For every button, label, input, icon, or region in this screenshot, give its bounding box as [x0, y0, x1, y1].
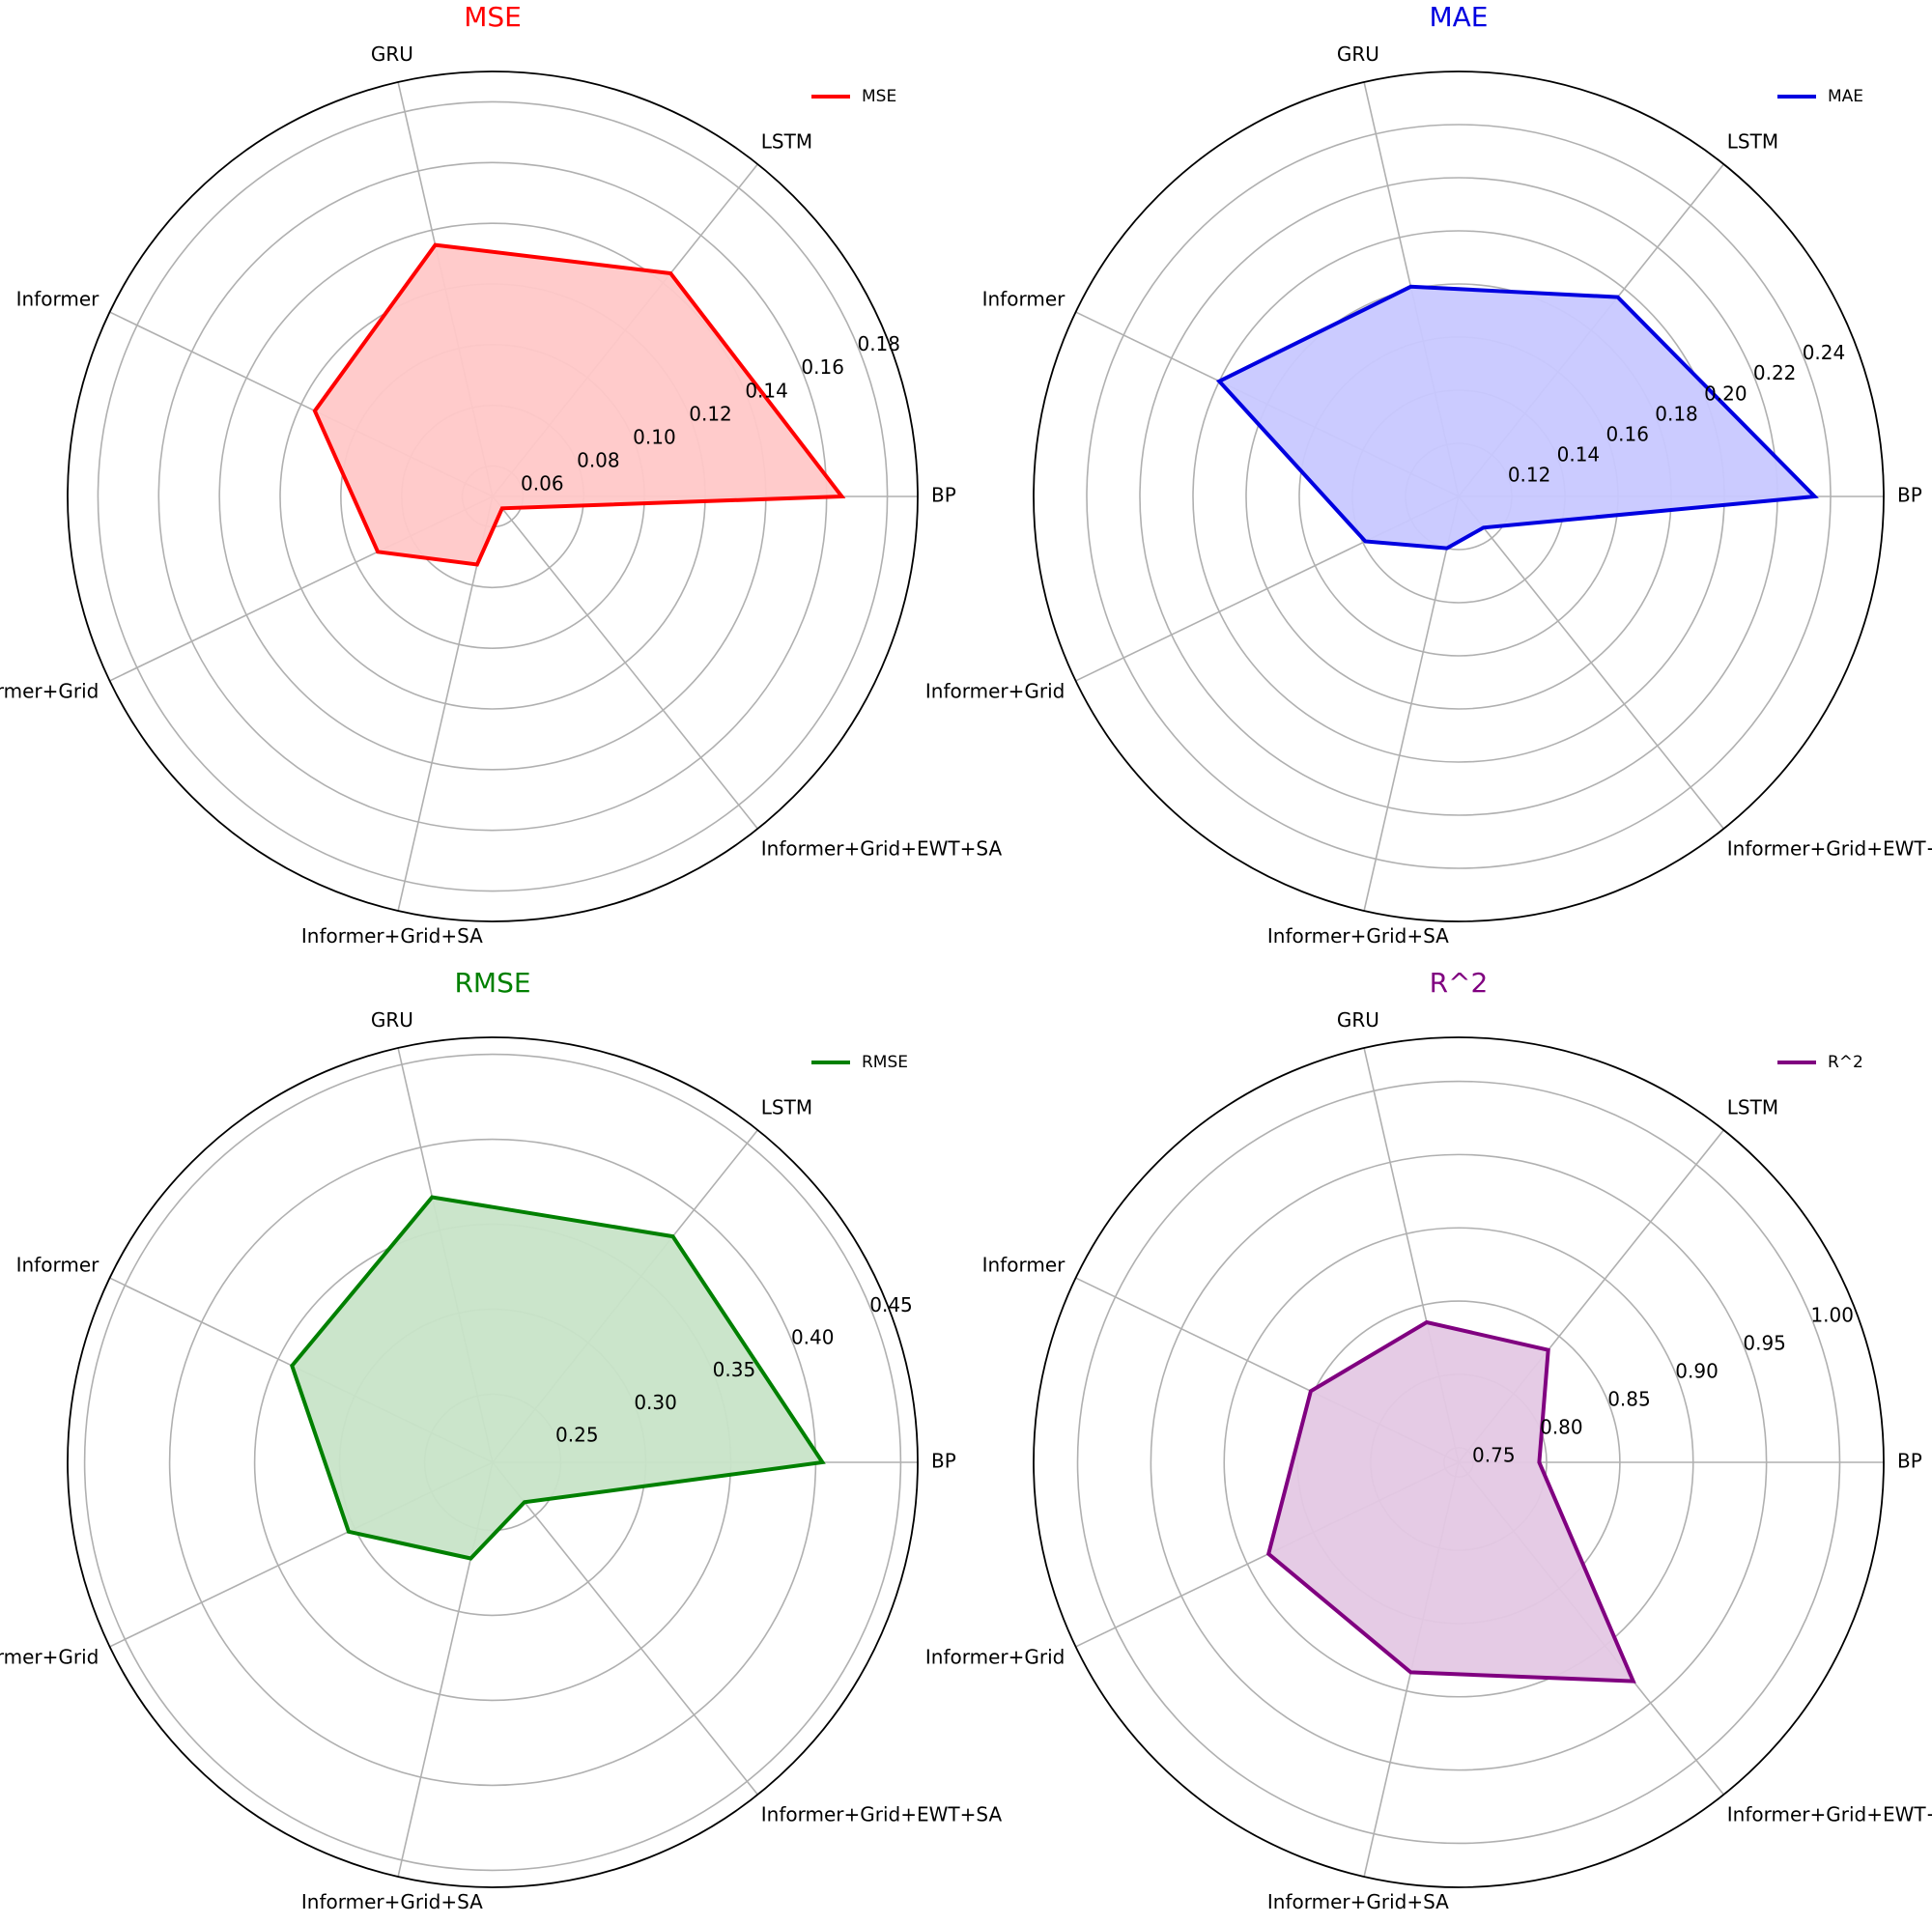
- radial-tick-label: 0.24: [1803, 341, 1846, 364]
- radial-tick-label: 0.16: [801, 355, 844, 379]
- chart-title: RMSE: [454, 967, 530, 999]
- radial-tick-label: 0.14: [1557, 442, 1601, 466]
- radar-chart-2: 0.12 0.140.16 0.18 0.20 0.22 0.24 BP LSTM GRU Inf…: [925, 1, 1932, 948]
- chart-title: MAE: [1429, 1, 1488, 33]
- spoke-line: [492, 495, 758, 830]
- category-label: GRU: [1337, 42, 1379, 66]
- series-polygon: [312, 242, 846, 567]
- outer-frame: [1033, 71, 1885, 922]
- radial-tick-label: 0.12: [1508, 463, 1551, 486]
- category-label: GRU: [371, 42, 413, 66]
- category-label: GRU: [1337, 1008, 1379, 1032]
- category-label: BP: [931, 484, 956, 507]
- category-label: BP: [1897, 484, 1922, 507]
- outer-frame: [67, 71, 919, 922]
- category-label: Informer+Grid+SA: [1267, 924, 1449, 948]
- category-label: LSTM: [761, 130, 812, 154]
- category-label: Informer: [982, 287, 1066, 310]
- category-label: Informer+Grid: [925, 1646, 1065, 1669]
- series-polygon: [290, 1195, 826, 1561]
- radial-tick-label: 0.90: [1675, 1360, 1719, 1383]
- category-label: Informer+Grid+SA: [1267, 1890, 1449, 1913]
- category-label: BP: [1897, 1450, 1922, 1473]
- chart-title: R^2: [1430, 967, 1489, 999]
- series-polygon: [1265, 1319, 1636, 1684]
- radial-tick-label: 0.08: [577, 448, 620, 471]
- category-label: Informer: [16, 1253, 100, 1276]
- radial-tick-label: 0.85: [1607, 1388, 1651, 1411]
- series-polygon: [1215, 284, 1819, 551]
- category-label: Informer+Grid+EWT+SA: [1727, 836, 1932, 860]
- radial-tick-label: 0.95: [1743, 1332, 1786, 1355]
- category-label: LSTM: [1727, 130, 1778, 154]
- spoke-line: [1363, 495, 1460, 912]
- radial-tick-label: 0.18: [1655, 402, 1698, 425]
- radial-tick-label: 0.06: [521, 471, 564, 495]
- category-label: Informer+Grid+EWT+SA: [761, 836, 1003, 860]
- radar-chart-4: 0.75 0.80 0.85 0.90 0.95 1.00 BP LSTM GRU Informe…: [925, 967, 1932, 1913]
- radial-tick-label: 0.75: [1472, 1444, 1516, 1467]
- radial-tick-label: 0.22: [1753, 361, 1797, 384]
- category-label: Informer: [16, 287, 100, 310]
- radial-tick-label: 0.35: [713, 1358, 756, 1381]
- radial-tick-label: 0.16: [1605, 422, 1649, 445]
- category-label: Informer+Grid: [925, 680, 1065, 703]
- category-label: GRU: [371, 1008, 413, 1032]
- category-label: BP: [931, 1450, 956, 1473]
- category-label: Informer: [982, 1253, 1066, 1276]
- radial-tick-label: 0.20: [1704, 382, 1747, 405]
- spoke-line: [492, 1461, 758, 1796]
- radial-tick-label: 0.10: [633, 425, 676, 448]
- radial-tick-label: 1.00: [1810, 1304, 1854, 1327]
- radial-tick-label: 0.30: [634, 1391, 677, 1414]
- radial-tick-label: 0.45: [869, 1293, 913, 1316]
- radial-tick-label: 0.40: [791, 1326, 835, 1349]
- category-label: Informer+Grid+SA: [301, 924, 483, 948]
- category-label: LSTM: [1727, 1096, 1778, 1119]
- category-label: LSTM: [761, 1096, 812, 1119]
- radar-chart-3: 0.25 0.30 0.35 0.40 0.45 BP LSTM GRU Informer Inf…: [0, 967, 1002, 1913]
- radial-tick-label: 0.12: [689, 402, 732, 425]
- legend-label: MSE: [862, 87, 896, 106]
- outer-frame: [67, 1036, 919, 1888]
- spoke-line: [1458, 495, 1724, 830]
- category-label: Informer+Grid+EWT+SA: [761, 1802, 1003, 1825]
- radar-chart-1: 0.06 0.08 0.10 0.12 0.14 0.16 0.18 BP LSTM GRU Inf…: [0, 1, 1002, 948]
- category-label: Informer+Grid+EWT+SA: [1727, 1802, 1932, 1825]
- radial-tick-label: 0.14: [745, 379, 788, 402]
- radial-tick-label: 0.80: [1540, 1416, 1583, 1439]
- category-label: Informer+Grid: [0, 680, 99, 703]
- legend-label: MAE: [1828, 87, 1863, 106]
- chart-title: MSE: [464, 1, 522, 33]
- legend-label: R^2: [1828, 1053, 1863, 1072]
- category-label: Informer+Grid: [0, 1646, 99, 1669]
- category-label: Informer+Grid+SA: [301, 1890, 483, 1913]
- radial-tick-label: 0.25: [555, 1424, 599, 1447]
- radial-tick-label: 0.18: [857, 332, 900, 355]
- legend-label: RMSE: [862, 1053, 908, 1072]
- outer-frame: [1033, 1036, 1885, 1888]
